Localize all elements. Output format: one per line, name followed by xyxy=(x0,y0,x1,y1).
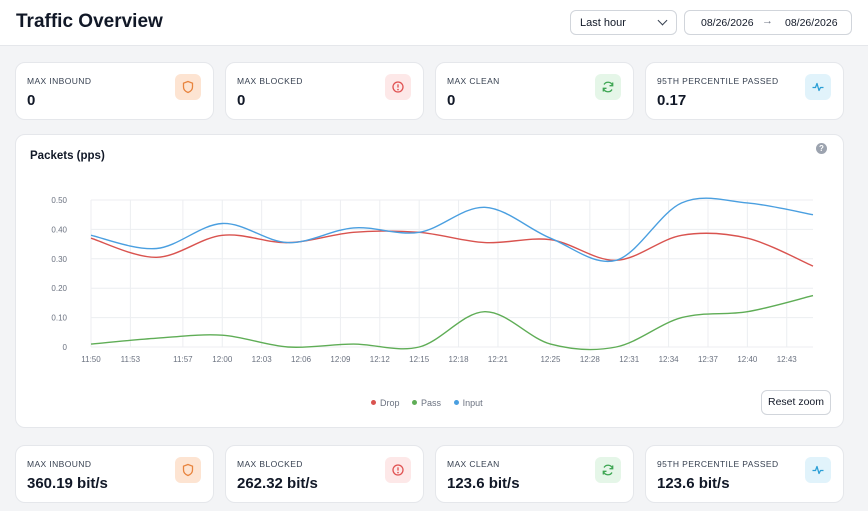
series-line-pass xyxy=(90,294,814,351)
stat-value: 360.19 bit/s xyxy=(27,475,108,492)
y-tick-label: 0.50 xyxy=(51,196,67,205)
stat-value: 262.32 bit/s xyxy=(237,475,318,492)
stat-value: 0 xyxy=(27,92,36,109)
reset-zoom-button[interactable]: Reset zoom xyxy=(761,390,831,415)
stat-label: MAX INBOUND xyxy=(27,76,92,86)
arrow-right-icon: → xyxy=(762,15,773,27)
stat-value: 123.6 bit/s xyxy=(657,475,730,492)
stat-value: 0 xyxy=(447,92,456,109)
time-range-value: Last hour xyxy=(580,17,626,29)
x-tick-label: 12:21 xyxy=(488,355,509,364)
pulse-icon xyxy=(805,457,831,483)
stat-card-max-inbound: MAX INBOUND 0 xyxy=(15,62,214,120)
legend-label: Input xyxy=(462,398,483,408)
stat-card-95th-percentile: 95TH PERCENTILE PASSED 0.17 xyxy=(645,62,844,120)
x-tick-label: 11:53 xyxy=(121,355,141,364)
stat-label: MAX BLOCKED xyxy=(237,459,303,469)
x-tick-label: 12:28 xyxy=(580,355,601,364)
page-header: Traffic Overview Last hour 08/26/2026 → … xyxy=(0,0,868,46)
x-tick-label: 12:00 xyxy=(212,355,233,364)
legend-item-input[interactable]: Input xyxy=(453,398,483,408)
stat-label: MAX INBOUND xyxy=(27,459,92,469)
y-tick-label: 0.20 xyxy=(51,284,67,293)
x-tick-label: 11:57 xyxy=(173,355,193,364)
chevron-down-icon xyxy=(657,15,668,26)
x-tick-label: 12:09 xyxy=(330,355,351,364)
stat-value: 0.17 xyxy=(657,92,687,109)
date-to: 08/26/2026 xyxy=(785,17,838,29)
stat-card-max-clean: MAX CLEAN 0 xyxy=(435,62,634,120)
stat-label: MAX CLEAN xyxy=(447,459,500,469)
y-tick-label: 0 xyxy=(63,343,68,352)
x-tick-label: 12:34 xyxy=(659,355,680,364)
stat-label: MAX BLOCKED xyxy=(237,76,303,86)
x-tick-label: 12:40 xyxy=(737,355,758,364)
y-tick-label: 0.10 xyxy=(51,314,67,323)
stat-card-max-blocked: MAX BLOCKED 0 xyxy=(225,62,424,120)
date-from: 08/26/2026 xyxy=(701,17,754,29)
stat-card-95th-percentile: 95TH PERCENTILE PASSED 123.6 bit/s xyxy=(645,445,844,503)
refresh-icon xyxy=(595,457,621,483)
x-tick-label: 12:12 xyxy=(370,355,391,364)
packets-line-chart[interactable]: 11:50 11:53 11:57 12:00 12:03 12:06 12:09 12:12… xyxy=(16,135,845,429)
date-range-picker[interactable]: 08/26/2026 → 08/26/2026 xyxy=(684,10,852,35)
x-tick-label: 11:50 xyxy=(81,355,101,364)
series-line-drop xyxy=(90,230,814,267)
x-tick-label: 12:06 xyxy=(291,355,312,364)
stat-card-max-blocked: MAX BLOCKED 262.32 bit/s xyxy=(225,445,424,503)
help-icon[interactable]: ? xyxy=(816,143,827,154)
stat-value: 0 xyxy=(237,92,246,109)
series-line-input xyxy=(90,197,814,263)
stat-card-max-clean: MAX CLEAN 123.6 bit/s xyxy=(435,445,634,503)
x-tick-label: 12:15 xyxy=(409,355,430,364)
legend-item-pass[interactable]: Pass xyxy=(412,398,441,408)
packets-chart-card: Packets (pps) ? 11:50 11:53 11:57 12:00 12:0… xyxy=(15,134,844,428)
x-tick-label: 12:25 xyxy=(540,355,561,364)
stat-label: MAX CLEAN xyxy=(447,76,500,86)
alert-circle-icon xyxy=(385,74,411,100)
y-tick-label: 0.40 xyxy=(51,225,67,234)
alert-circle-icon xyxy=(385,457,411,483)
y-tick-label: 0.30 xyxy=(51,255,67,264)
legend-label: Pass xyxy=(421,398,442,408)
legend-item-drop[interactable]: Drop xyxy=(371,398,400,408)
page-title: Traffic Overview xyxy=(16,11,163,32)
chart-legend: Drop Pass Input xyxy=(371,398,493,408)
legend-label: Drop xyxy=(380,398,400,408)
x-tick-label: 12:31 xyxy=(619,355,640,364)
shield-icon xyxy=(175,457,201,483)
shield-icon xyxy=(175,74,201,100)
stat-label: 95TH PERCENTILE PASSED xyxy=(657,459,779,469)
chart-title: Packets (pps) xyxy=(30,150,105,162)
x-tick-label: 12:37 xyxy=(698,355,719,364)
pulse-icon xyxy=(805,74,831,100)
x-tick-label: 12:03 xyxy=(252,355,273,364)
x-tick-label: 12:18 xyxy=(449,355,470,364)
time-range-select[interactable]: Last hour xyxy=(570,10,677,35)
stat-label: 95TH PERCENTILE PASSED xyxy=(657,76,779,86)
stat-card-max-inbound: MAX INBOUND 360.19 bit/s xyxy=(15,445,214,503)
x-tick-label: 12:43 xyxy=(777,355,798,364)
stat-value: 123.6 bit/s xyxy=(447,475,520,492)
refresh-icon xyxy=(595,74,621,100)
